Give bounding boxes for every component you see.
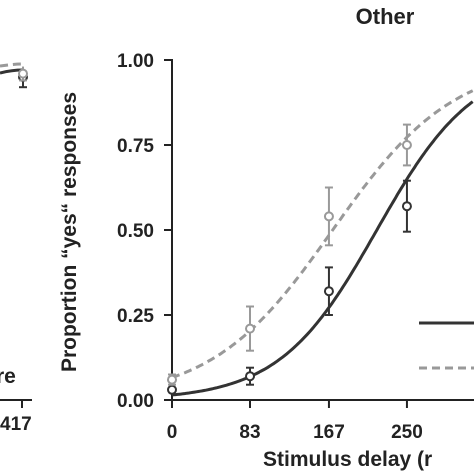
y-tick-label: 0.75	[117, 136, 154, 157]
data-point	[323, 286, 334, 297]
x-axis-label: Stimulus delay (r	[263, 448, 432, 471]
left-fit-curve-dashed	[0, 62, 24, 68]
axes: 0.00 0.25 0.50 0.75 1.00 0 83 167 250	[117, 51, 474, 443]
data-point	[245, 371, 255, 382]
left-panel: 417 re	[0, 62, 32, 435]
y-tick-label: 0.50	[117, 221, 154, 242]
y-tick-label: 0.25	[117, 306, 154, 327]
plot-area	[167, 89, 474, 397]
data-point	[245, 323, 255, 334]
data-point	[401, 140, 412, 150]
x-tick-label: 250	[391, 422, 423, 443]
x-tick-label: 0	[167, 422, 178, 443]
y-tick-label: 1.00	[117, 51, 154, 72]
y-ticks: 0.00 0.25 0.50 0.75 1.00	[117, 51, 172, 412]
left-panel-x-tick-label: 417	[0, 414, 32, 435]
fit-curve-solid	[171, 100, 474, 397]
y-tick-label: 0.00	[117, 391, 154, 412]
left-data-point	[18, 68, 28, 79]
x-tick-label: 83	[239, 422, 260, 443]
data-point	[323, 211, 334, 222]
data-point	[167, 374, 177, 385]
legend	[419, 321, 474, 370]
fit-curves	[171, 89, 474, 397]
data-points	[167, 123, 412, 395]
x-tick-label: 167	[313, 422, 345, 443]
fit-curve-dashed	[171, 89, 474, 380]
y-axis-label: Proportion “yes“ responses	[58, 92, 81, 372]
left-panel-marks	[0, 62, 28, 89]
x-ticks: 0 83 167 250	[167, 400, 423, 443]
panel-title: Other	[356, 4, 415, 29]
data-point	[167, 384, 177, 395]
data-point	[401, 201, 412, 212]
left-panel-legend-fragment: re	[0, 365, 16, 388]
